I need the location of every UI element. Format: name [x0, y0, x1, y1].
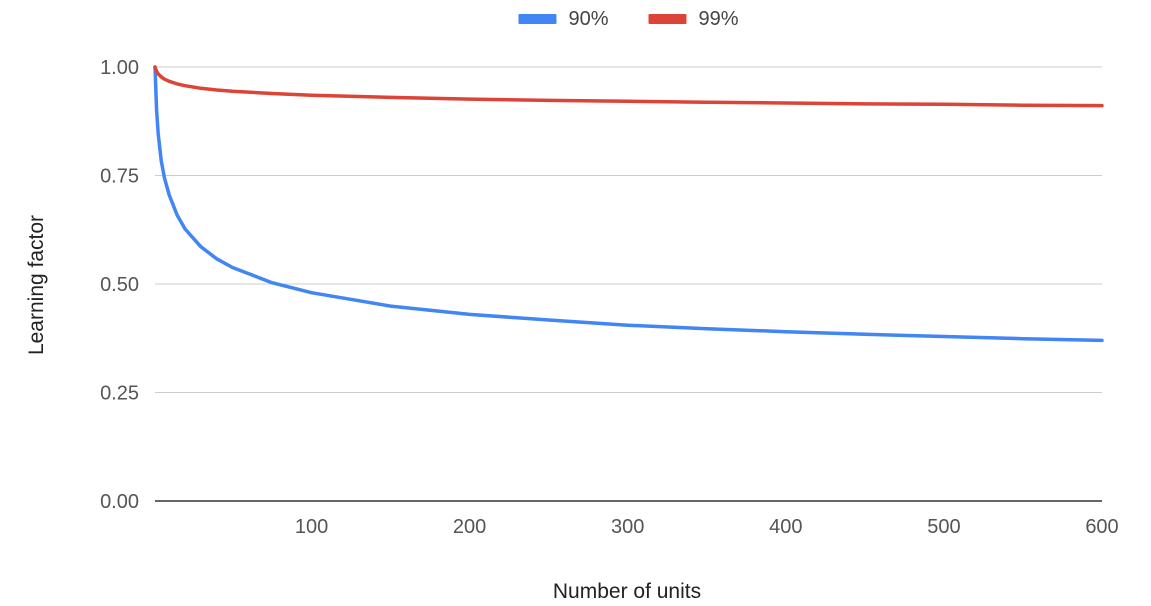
y-tick-label: 1.00 — [100, 57, 139, 79]
x-tick-label: 100 — [295, 516, 328, 538]
series-lines — [153, 65, 1104, 343]
legend-label: 99% — [699, 8, 739, 30]
y-tick-label: 0.00 — [100, 491, 139, 513]
axes: 0.00 0.25 0.50 0.75 1.00 100 200 300 400 500 600 — [100, 57, 1119, 538]
legend-label: 90% — [568, 8, 608, 30]
x-tick-label: 400 — [769, 516, 802, 538]
x-tick-label: 600 — [1085, 516, 1118, 538]
y-tick-label: 0.75 — [100, 166, 139, 188]
y-tick-label: 0.50 — [100, 274, 139, 296]
series-line-99pct — [153, 65, 1104, 108]
y-tick-label: 0.25 — [100, 383, 139, 405]
y-axis-title: Learning factor — [25, 215, 48, 355]
gridlines — [155, 66, 1102, 393]
x-tick-label: 300 — [611, 516, 644, 538]
x-tick-label: 200 — [453, 516, 486, 538]
legend-swatch — [518, 14, 557, 24]
x-axis-title: Number of units — [553, 580, 701, 603]
series-line-90pct — [153, 65, 1104, 343]
legend: 90% 99% — [518, 8, 739, 30]
x-tick-label: 500 — [927, 516, 960, 538]
legend-swatch — [648, 14, 687, 24]
